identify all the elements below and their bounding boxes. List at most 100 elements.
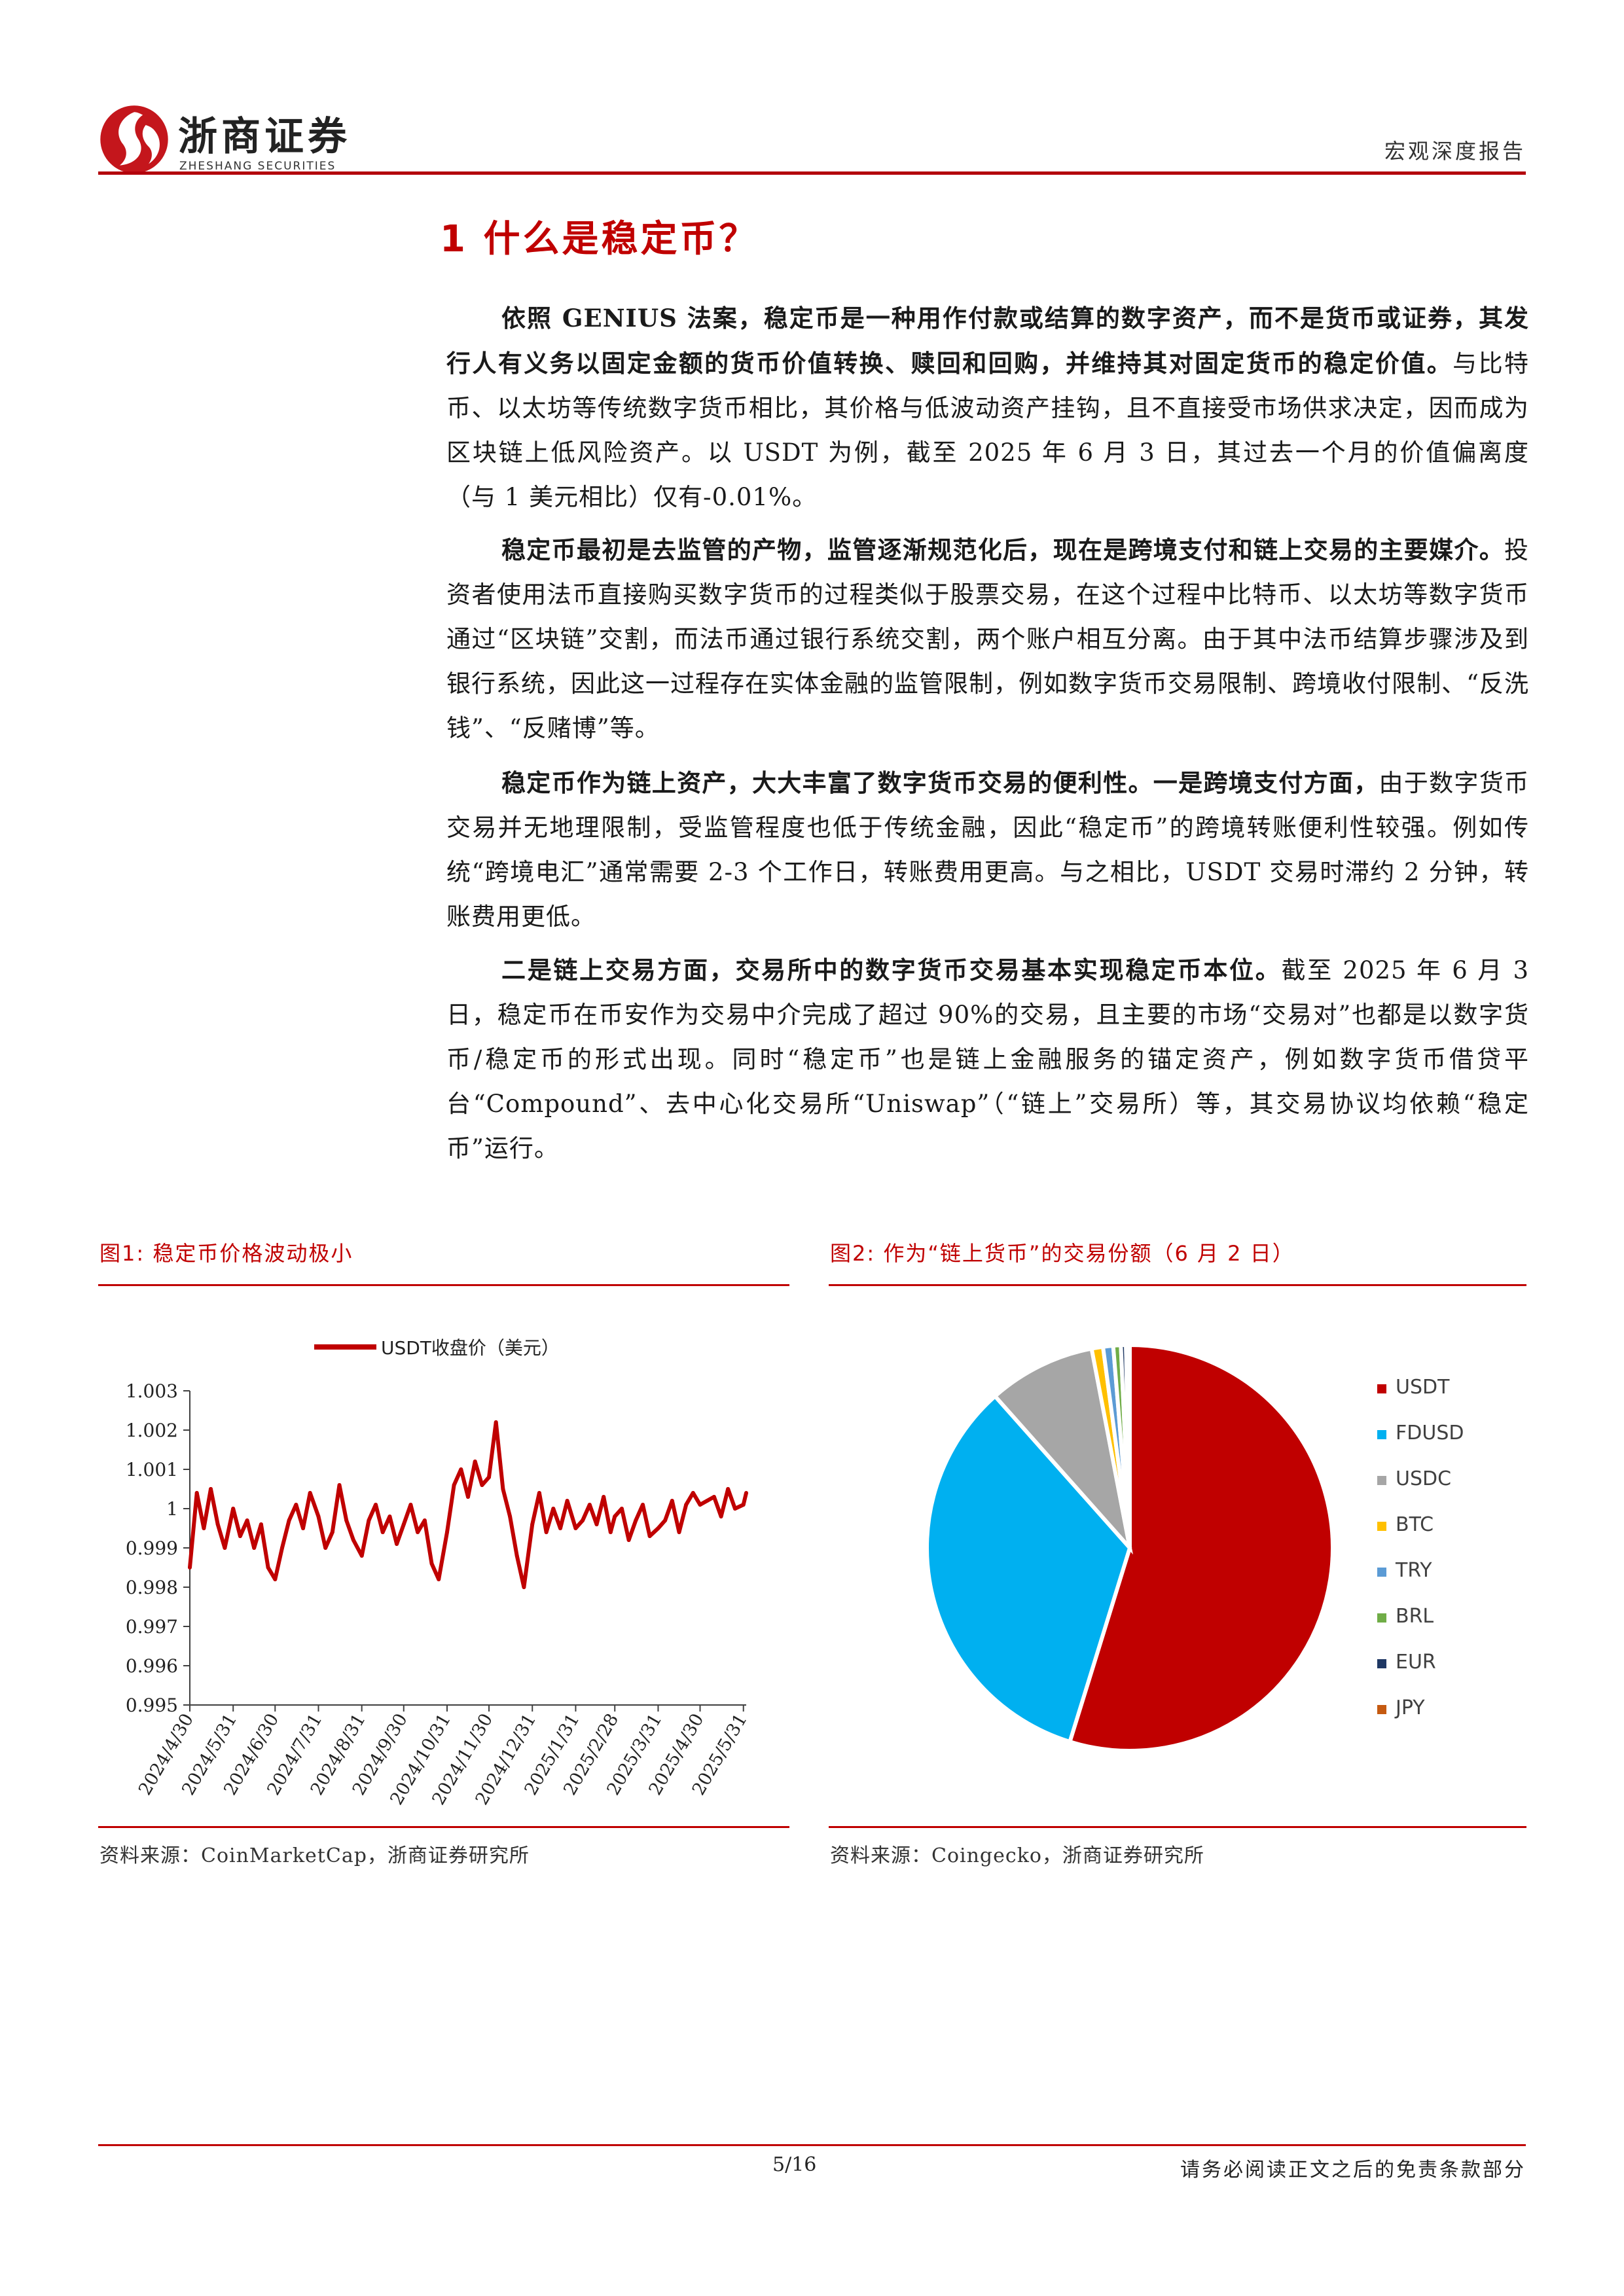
paragraph-lead: 依照 GENIUS 法案，稳定币是一种用作付款或结算的数字资产，而不是货币或证券… — [446, 304, 1529, 378]
data-point — [401, 1522, 406, 1526]
legend-swatch-brl — [1377, 1613, 1386, 1623]
stablecoin-share-pie-chart: USDT FDUSD USDC BTC TRY BRL EUR JPY — [924, 1342, 1464, 1753]
data-point — [437, 1577, 441, 1581]
company-logo-icon — [100, 105, 168, 173]
paragraph-lead: 二是链上交易方面，交易所中的数字货币交易基本实现稳定币本位。 — [501, 956, 1282, 984]
data-point — [194, 1491, 199, 1495]
data-point — [494, 1420, 498, 1424]
y-tick-label: 0.996 — [126, 1655, 178, 1677]
y-tick-label: 1 — [166, 1498, 178, 1520]
data-point — [522, 1585, 526, 1589]
paragraph-body: 截至 2025 年 6 月 3 日，稳定币在币安作为交易中介完成了超过 90%的… — [446, 956, 1529, 1162]
data-point — [259, 1522, 263, 1526]
paragraph: 稳定币作为链上资产，大大丰富了数字货币交易的便利性。一是跨境支付方面，由于数字货… — [446, 761, 1529, 939]
data-point — [380, 1530, 385, 1534]
data-point — [613, 1515, 617, 1518]
data-point — [422, 1518, 427, 1522]
data-point — [634, 1518, 638, 1522]
data-point — [565, 1499, 569, 1503]
y-tick-label: 1.001 — [126, 1459, 178, 1480]
data-point — [266, 1566, 270, 1570]
data-point — [712, 1495, 716, 1499]
data-point — [480, 1483, 484, 1487]
figure-1-source: 资料来源：CoinMarketCap，浙商证券研究所 — [99, 1844, 530, 1867]
disclaimer-note: 请务必阅读正文之后的免责条款部分 — [1180, 2159, 1526, 2181]
legend-swatch-eur — [1377, 1659, 1386, 1668]
data-point — [287, 1518, 291, 1522]
legend-label-try: TRY — [1395, 1559, 1432, 1582]
data-point — [684, 1503, 689, 1507]
data-point — [698, 1503, 702, 1507]
y-axis: 1.003 1.002 1.001 1 0.999 0.998 0.997 0.996 0.99… — [126, 1380, 190, 1716]
section-title: 1 什么是稳定币？ — [440, 218, 759, 260]
data-point — [359, 1554, 364, 1558]
legend-label-eur: EUR — [1396, 1651, 1436, 1674]
data-point — [514, 1554, 519, 1558]
data-point — [508, 1515, 513, 1518]
usdt-price-line-chart: USDT收盘价（美元） 1.003 1.002 1.001 1 0.999 0.998 0.… — [126, 1337, 751, 1808]
y-tick-label: 1.002 — [126, 1420, 178, 1441]
paragraph-lead: 稳定币作为链上资产，大大丰富了数字货币交易的便利性。一是跨境支付方面， — [501, 768, 1379, 797]
data-point — [280, 1546, 284, 1550]
legend-swatch-try — [1377, 1568, 1386, 1577]
pie-slice-fdusd — [924, 1393, 1132, 1744]
chart-legend: USDT收盘价（美元） — [314, 1337, 560, 1359]
data-point — [238, 1534, 242, 1538]
data-point — [558, 1526, 562, 1530]
paragraph-body: 由于数字货币交易并无地理限制，受监管程度也低于传统金融，因此“稳定币”的跨境转账… — [446, 769, 1530, 931]
legend-swatch-fdusd — [1377, 1430, 1386, 1439]
data-point — [581, 1518, 585, 1522]
y-tick-label: 0.997 — [126, 1616, 178, 1638]
data-point — [744, 1491, 748, 1495]
page-number: 5/16 — [772, 2153, 817, 2176]
data-point — [647, 1534, 652, 1538]
data-point — [626, 1538, 631, 1542]
data-point — [429, 1562, 434, 1566]
x-axis: 2024/4/302024/5/312024/6/302024/7/312024… — [135, 1704, 751, 1808]
data-point — [323, 1546, 328, 1550]
data-point — [670, 1499, 674, 1503]
data-point — [252, 1546, 257, 1550]
legend-label-brl: BRL — [1396, 1605, 1434, 1628]
data-point — [487, 1475, 491, 1479]
data-point — [231, 1507, 236, 1511]
data-point — [395, 1542, 399, 1546]
data-point — [608, 1530, 613, 1534]
pie-slice-usdc — [992, 1346, 1134, 1555]
data-point — [388, 1515, 392, 1518]
data-point — [594, 1522, 599, 1526]
legend-label-fdusd: FDUSD — [1396, 1422, 1464, 1444]
data-point — [273, 1577, 278, 1581]
legend-label-usdt: USDT — [1396, 1376, 1450, 1399]
legend-label: USDT收盘价（美元） — [381, 1337, 560, 1359]
legend-swatch-usdc — [1377, 1476, 1386, 1485]
data-point — [641, 1503, 645, 1507]
figure-2-top-rule — [829, 1284, 1526, 1286]
paragraph-body: 与比特币、以太坊等传统数字货币相比，其价格与低波动资产挂钩，且不直接受市场供求决… — [446, 350, 1530, 511]
data-point — [741, 1503, 746, 1507]
data-point — [726, 1487, 731, 1491]
pie — [924, 1342, 1335, 1753]
data-point — [656, 1526, 660, 1530]
data-point — [416, 1530, 420, 1534]
paragraph: 稳定币最初是去监管的产物，监管逐渐规范化后，现在是跨境支付和链上交易的主要媒介。… — [446, 528, 1529, 751]
data-point — [691, 1491, 695, 1495]
data-point — [223, 1546, 227, 1550]
data-point — [245, 1518, 249, 1522]
data-point — [466, 1495, 470, 1499]
legend-label-btc: BTC — [1396, 1513, 1434, 1536]
data-point — [551, 1507, 556, 1511]
data-point — [573, 1526, 578, 1530]
series-usdt — [188, 1420, 748, 1589]
y-tick-label: 0.999 — [126, 1537, 178, 1559]
figure-2-caption: 图2: 作为“链上货币”的交易份额（6 月 2 日） — [830, 1241, 1295, 1266]
data-point — [602, 1495, 606, 1499]
paragraph: 依照 GENIUS 法案，稳定币是一种用作付款或结算的数字资产，而不是货币或证券… — [446, 296, 1529, 520]
data-point — [445, 1530, 449, 1534]
data-point — [530, 1522, 535, 1526]
company-subtitle: ZHESHANG SECURITIES — [179, 160, 336, 173]
legend-label-usdc: USDC — [1396, 1467, 1451, 1490]
pie-slice-usdt — [1067, 1342, 1335, 1753]
data-point — [351, 1538, 355, 1542]
data-point — [209, 1487, 213, 1491]
